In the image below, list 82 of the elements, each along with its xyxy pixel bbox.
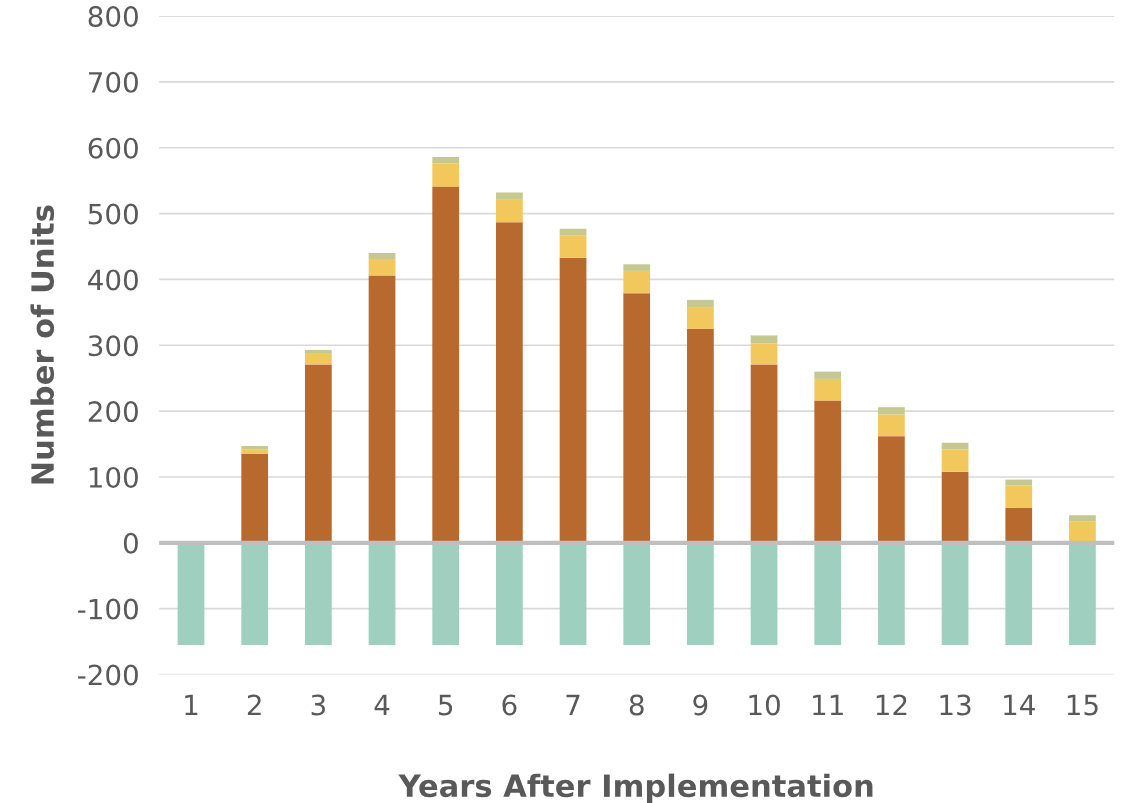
bar [559,542,587,645]
bar [368,253,396,260]
bar [687,299,714,308]
bar [368,259,396,276]
x-tick-label: 5 [439,694,453,716]
x-tick-label: 7 [566,694,580,716]
y-tick-label: 700 [88,71,138,93]
bar [687,542,714,645]
x-tick-label: 13 [940,694,971,716]
x-tick-label: 3 [311,694,325,716]
bar [368,542,396,645]
bar [559,257,587,543]
x-tick-label: 1 [185,694,198,716]
bar [687,328,714,543]
bar [1069,542,1096,645]
bar [496,222,523,543]
bar [432,163,460,187]
x-tick-label: 8 [629,694,644,716]
x-tick-label: 4 [374,694,390,716]
bar [750,343,778,365]
bar [1005,507,1033,543]
bar [1069,521,1096,543]
bar [687,307,714,329]
bar [304,364,332,543]
bar [814,400,842,543]
y-tick-label: 500 [88,203,138,225]
bar [177,542,205,645]
bar [1005,485,1033,508]
bar [750,335,778,344]
bar [304,542,332,645]
bar [623,264,651,271]
x-tick-label: 9 [693,694,708,716]
y-tick-label: 800 [88,6,138,28]
x-axis-title: Years After Implementation [398,773,873,803]
y-tick-label: 600 [88,137,138,159]
bar [941,449,969,472]
bar [1005,479,1033,486]
bar [432,186,460,543]
bar [1005,542,1033,645]
bar [814,542,842,645]
bar [432,542,460,645]
y-tick-label: 0 [123,532,138,554]
bar [241,542,269,645]
bar [878,542,905,645]
y-tick-label: 200 [88,401,138,423]
x-tick-label: 10 [749,694,780,716]
bar [1069,515,1096,522]
bar [432,156,460,164]
bar [623,293,651,543]
y-tick-label: 100 [89,466,138,488]
bar [623,542,651,645]
bar [878,407,905,415]
bar [496,199,523,223]
bar [750,542,778,645]
bar [559,235,587,258]
bar [241,449,269,454]
y-tick-label: -100 [78,598,138,620]
x-tick-label: 2 [247,694,261,716]
bar [750,364,778,543]
x-tick-label: 12 [876,694,907,716]
y-tick-label: 400 [88,269,138,291]
x-tick-label: 11 [813,694,843,716]
bar [941,471,969,543]
bar [496,542,523,645]
y-axis-title: Number of Units [30,205,55,484]
x-tick-label: 14 [1004,694,1035,716]
bar [304,353,332,365]
bar [304,349,332,354]
bar [814,371,842,379]
bar [814,378,842,401]
bar [241,453,269,543]
y-tick-label: 300 [88,335,138,357]
bar [368,275,396,543]
bar [878,414,905,437]
y-tick-label: -200 [78,664,138,686]
bar [496,192,523,200]
bar [623,270,651,294]
x-tick-label: 6 [502,694,517,716]
bar [241,446,269,450]
x-tick-label: 15 [1067,694,1098,716]
bar [941,542,969,645]
bar [878,436,905,543]
